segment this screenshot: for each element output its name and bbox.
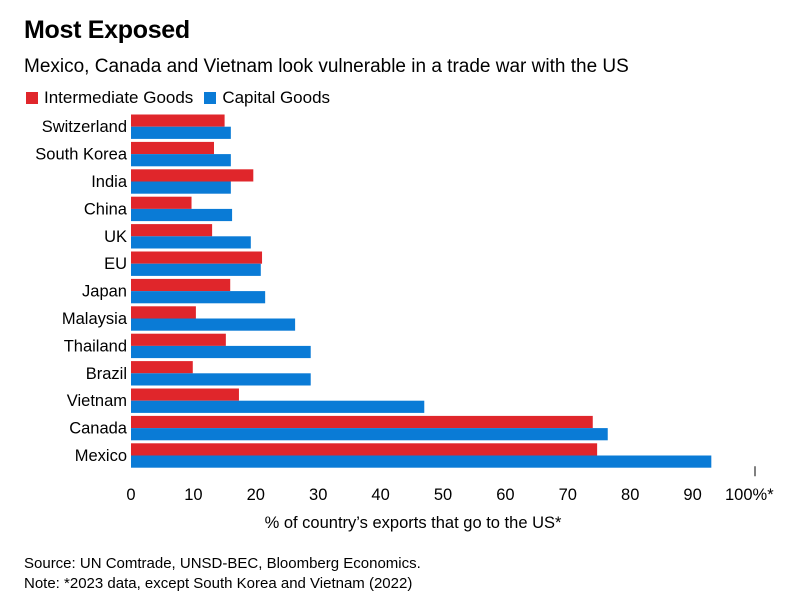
category-label-thailand: Thailand	[64, 337, 127, 355]
bar-capital-goods-switzerland	[131, 126, 231, 139]
bar-capital-goods-thailand	[131, 345, 311, 359]
x-tick-label-10: 10	[184, 486, 202, 504]
bar-intermediate-goods-canada	[131, 415, 593, 429]
bar-capital-goods-uk	[131, 236, 251, 249]
category-label-canada: Canada	[69, 420, 128, 438]
legend-item-capital-goods: Capital Goods	[204, 88, 330, 108]
x-axis-title: % of country’s exports that go to the US…	[265, 514, 562, 532]
x-tick-label-20: 20	[247, 486, 265, 504]
bar-capital-goods-vietnam	[131, 400, 425, 413]
bar-capital-goods-malaysia	[131, 318, 296, 331]
bar-capital-goods-canada	[131, 428, 608, 441]
bar-capital-goods-india	[131, 181, 231, 194]
category-label-mexico: Mexico	[75, 447, 127, 465]
category-label-brazil: Brazil	[86, 365, 127, 383]
note-line: Note: *2023 data, except South Korea and…	[24, 575, 413, 592]
source-note: Source: UN Comtrade, UNSD-BEC, Bloomberg…	[24, 554, 421, 594]
legend-swatch-capital-goods	[204, 92, 217, 104]
chart-subtitle: Mexico, Canada and Vietnam look vulnerab…	[24, 56, 629, 77]
x-tick-label-90: 90	[683, 486, 701, 504]
bar-intermediate-goods-eu	[131, 251, 263, 264]
bar-capital-goods-brazil	[131, 373, 311, 386]
bar-intermediate-goods-thailand	[131, 333, 226, 346]
bar-intermediate-goods-japan	[131, 278, 231, 292]
bar-capital-goods-japan	[131, 291, 266, 304]
bar-intermediate-goods-uk	[131, 224, 213, 237]
chart-title: Most Exposed	[24, 16, 190, 44]
bar-capital-goods-south-korea	[131, 154, 231, 167]
bar-intermediate-goods-malaysia	[131, 306, 196, 319]
category-label-japan: Japan	[82, 283, 127, 301]
bar-intermediate-goods-india	[131, 169, 254, 182]
bar-capital-goods-china	[131, 208, 233, 222]
category-label-vietnam: Vietnam	[67, 392, 127, 410]
x-tick-label-0: 0	[126, 486, 135, 504]
bar-intermediate-goods-south-korea	[131, 141, 214, 155]
bar-capital-goods-eu	[131, 263, 261, 276]
legend-swatch-intermediate-goods	[26, 92, 38, 104]
category-label-switzerland: Switzerland	[42, 118, 127, 136]
category-label-uk: UK	[104, 228, 127, 246]
source-line: Source: UN Comtrade, UNSD-BEC, Bloomberg…	[24, 555, 421, 572]
bar-capital-goods-mexico	[131, 455, 712, 468]
x-tick-label-70: 70	[559, 486, 577, 504]
x-tick-label-40: 40	[371, 486, 389, 504]
x-tick-label-30: 30	[309, 486, 327, 504]
bar-intermediate-goods-mexico	[131, 443, 598, 456]
bar-intermediate-goods-china	[131, 196, 192, 209]
category-label-malaysia: Malaysia	[62, 310, 128, 328]
x-tick-label-50: 50	[434, 486, 452, 504]
legend-label-intermediate-goods: Intermediate Goods	[44, 88, 194, 107]
legend-label-capital-goods: Capital Goods	[222, 88, 331, 107]
bar-intermediate-goods-vietnam	[131, 388, 239, 401]
bar-intermediate-goods-brazil	[131, 361, 193, 374]
category-label-south-korea: South Korea	[35, 146, 128, 164]
x-tick-label-100: 100%*	[725, 486, 774, 504]
x-tick-label-80: 80	[621, 486, 639, 504]
legend-item-intermediate-goods: Intermediate Goods	[26, 88, 193, 108]
category-label-china: China	[84, 200, 128, 218]
bar-intermediate-goods-switzerland	[131, 114, 225, 127]
category-label-eu: EU	[104, 255, 127, 273]
category-label-india: India	[91, 173, 128, 191]
chart-legend: Intermediate Goods Capital Goods	[26, 88, 341, 108]
x-tick-label-60: 60	[496, 486, 514, 504]
